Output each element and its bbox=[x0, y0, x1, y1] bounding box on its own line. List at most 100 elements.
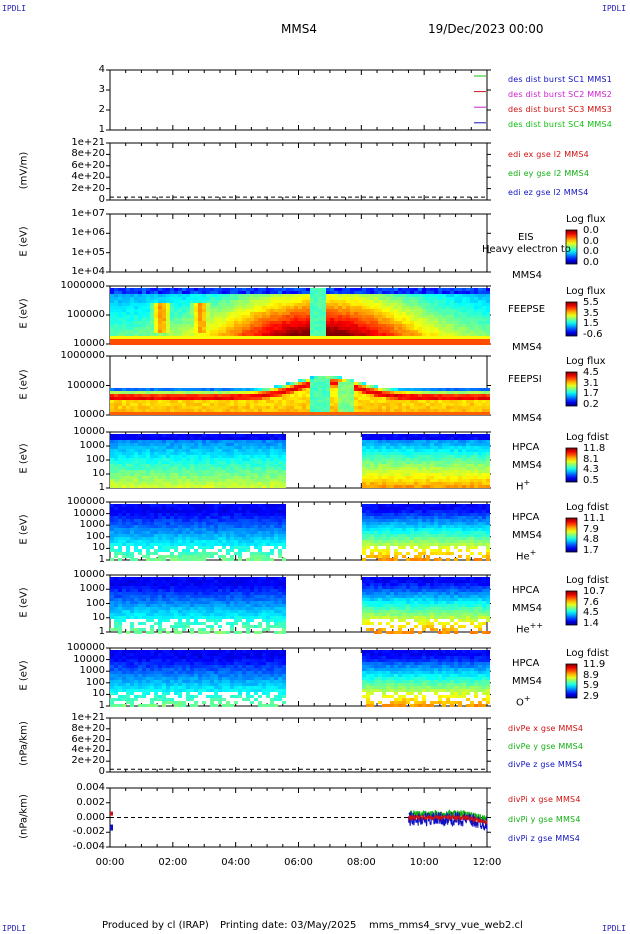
divpe-ytick-3: 4e+20 bbox=[71, 744, 105, 756]
eis-ytick-2: 1e+05 bbox=[71, 246, 105, 258]
divpi-legend-2: divPi z gse MMS4 bbox=[508, 834, 581, 844]
hpca_h-ytick-1: 1000 bbox=[79, 440, 105, 451]
hpca_he-side-1: MMS4 bbox=[512, 530, 542, 541]
feepsi-ytick-1: 100000 bbox=[66, 379, 105, 391]
footer-produced: Produced by cl (IRAP) bbox=[102, 920, 209, 931]
feepse-ytick-0: 1000000 bbox=[60, 280, 105, 291]
hpca_hepp-side-0: HPCA bbox=[512, 585, 540, 596]
header-title: MMS4 bbox=[281, 22, 317, 36]
xtick-1: 02:00 bbox=[158, 857, 188, 868]
divpi-legend-1: divPi y gse MMS4 bbox=[508, 814, 581, 824]
edi-ytick-0: 1e+21 bbox=[71, 137, 105, 148]
eis-ylabel: E (eV) bbox=[18, 226, 30, 257]
feepsi-ytick-0: 1000000 bbox=[60, 350, 105, 361]
eis-cb-val-0: 0.0 bbox=[583, 225, 599, 236]
feepsi-cb-val-2: 1.7 bbox=[583, 388, 599, 399]
feepse-cb-val-0: 5.5 bbox=[583, 297, 599, 308]
divpi-ytick-0: 0.004 bbox=[76, 782, 105, 793]
feepse-heatmap bbox=[110, 288, 490, 345]
edi-ytick-3: 4e+20 bbox=[71, 171, 105, 183]
feepsi-cb-val-0: 4.5 bbox=[583, 367, 599, 378]
hpca_h-cb-val-0: 11.8 bbox=[583, 443, 606, 454]
divpe-ylabel: (nPa/km) bbox=[18, 721, 30, 766]
divpi-ytick-2: 0.000 bbox=[76, 811, 105, 823]
feepse-ytick-1: 100000 bbox=[66, 309, 105, 320]
burst-legend-3: des dist burst SC4 MMS4 bbox=[508, 119, 613, 129]
feepsi-cb-title: Log flux bbox=[566, 356, 606, 367]
divpe-ytick-2: 6e+20 bbox=[71, 733, 105, 745]
hpca_o-ytick-1: 10000 bbox=[73, 653, 105, 665]
eis-overlay: Heavy electron to bbox=[482, 244, 571, 255]
hpca_h-ytick-0: 10000 bbox=[73, 426, 105, 437]
hpca_h-cb-title: Log fdist bbox=[566, 432, 609, 443]
xtick-0: 00:00 bbox=[95, 857, 125, 868]
feepsi-heatmap bbox=[110, 376, 490, 415]
hpca_h-side-1: MMS4 bbox=[512, 460, 542, 471]
eis-cb-val-1: 0.0 bbox=[583, 235, 599, 247]
eis-colorbar bbox=[565, 229, 578, 265]
feepse-cb-title: Log flux bbox=[566, 286, 606, 297]
hpca_h-heatmap bbox=[110, 434, 490, 488]
edi-legend-0: edi ex gse l2 MMS4 bbox=[508, 149, 589, 159]
feepse-cb-val-3: -0.6 bbox=[583, 328, 603, 340]
hpca_he-ytick-0: 100000 bbox=[66, 496, 105, 507]
hpca_hepp-ytick-1: 1000 bbox=[79, 583, 105, 595]
hpca_o-cb-val-0: 11.9 bbox=[583, 659, 606, 670]
divpi-legend-0: divPi x gse MMS4 bbox=[508, 794, 581, 804]
burst-ytick-0: 4 bbox=[98, 64, 105, 75]
edi-legend-2: edi ez gse l2 MMS4 bbox=[508, 187, 589, 197]
hpca_he-heatmap bbox=[110, 504, 490, 561]
divpe-ytick-4: 2e+20 bbox=[71, 755, 105, 767]
eis-cb-val-3: 0.0 bbox=[583, 256, 599, 268]
feepse-ytick-2: 10000 bbox=[73, 338, 105, 349]
footer-printed: Printing date: 03/May/2025 bbox=[220, 920, 357, 931]
hpca_he-cb-val-1: 7.9 bbox=[583, 523, 599, 535]
feepse-ylabel: E (eV) bbox=[18, 298, 30, 329]
hpca_hepp-cb-title: Log fdist bbox=[566, 575, 609, 586]
divpi-series-1 bbox=[408, 810, 488, 831]
hpca_h-species: H+ bbox=[516, 478, 531, 493]
feepsi-side-0: FEEPSI bbox=[508, 374, 542, 385]
hpca_h-species-sup: + bbox=[523, 478, 531, 487]
divpi-ytick-4: -0.004 bbox=[72, 841, 105, 852]
divpi-blip-x bbox=[110, 811, 113, 816]
hpca_he-ytick-1: 10000 bbox=[73, 507, 105, 519]
hpca_he-species: He+ bbox=[516, 548, 537, 563]
hpca_hepp-ytick-3: 10 bbox=[92, 611, 105, 623]
xtick-2: 04:00 bbox=[221, 857, 251, 868]
divpe-legend-2: divPe z gse MMS4 bbox=[508, 760, 583, 769]
xtick-5: 10:00 bbox=[409, 857, 439, 868]
eis-cb-val-2: 0.0 bbox=[583, 246, 599, 257]
burst-ytick-3: 1 bbox=[98, 124, 105, 135]
feepsi-ylabel: E (eV) bbox=[18, 368, 30, 400]
hpca_hepp-species: He++ bbox=[516, 621, 544, 636]
feepse-side-1: MMS4 bbox=[512, 342, 542, 353]
hpca_hepp-cb-val-2: 4.5 bbox=[583, 607, 599, 618]
eis-ytick-0: 1e+07 bbox=[71, 208, 105, 219]
hpca_o-species-sup: + bbox=[523, 694, 531, 703]
divpi-ytick-1: 0.002 bbox=[76, 796, 105, 808]
feepsi-colorbar bbox=[565, 371, 578, 407]
corner-tr: IPDLI bbox=[602, 4, 627, 13]
divpi-ylabel: (nPa/km) bbox=[18, 793, 30, 839]
hpca_h-ytick-4: 1 bbox=[98, 482, 105, 493]
edi-ytick-1: 8e+20 bbox=[71, 148, 105, 160]
burst-frame bbox=[109, 69, 488, 131]
hpca_o-ytick-5: 1 bbox=[98, 700, 105, 711]
hpca_hepp-cb-val-1: 7.6 bbox=[583, 596, 599, 608]
eis-side-1: MMS4 bbox=[512, 270, 542, 281]
hpca_hepp-cb-val-3: 1.4 bbox=[583, 617, 599, 629]
hpca_he-species-sup: + bbox=[529, 548, 537, 557]
hpca_o-ytick-0: 100000 bbox=[66, 642, 105, 653]
hpca_he-side-0: HPCA bbox=[512, 512, 540, 523]
divpi-series-2 bbox=[408, 813, 488, 826]
hpca_o-cb-title: Log fdist bbox=[566, 648, 609, 659]
divpi-blip-z bbox=[110, 824, 113, 831]
corner-br: IPDLI bbox=[602, 924, 627, 933]
hpca_o-side-1: MMS4 bbox=[512, 676, 542, 687]
xtick-4: 08:00 bbox=[346, 857, 376, 868]
xtick-3: 06:00 bbox=[284, 857, 313, 868]
hpca_he-cb-val-3: 1.7 bbox=[583, 544, 599, 556]
